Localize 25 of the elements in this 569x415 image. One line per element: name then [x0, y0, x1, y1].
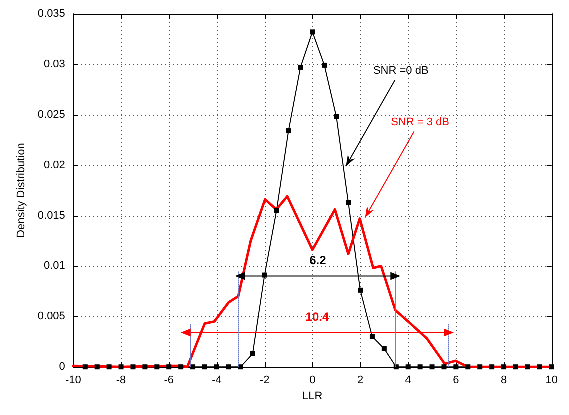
y-tick-label: 0.03: [44, 58, 66, 70]
y-axis-title: Density Distribution: [16, 143, 28, 238]
y-tick-label: 0.01: [44, 260, 66, 272]
annotation: SNR =0 dB: [373, 64, 429, 77]
x-tick-label: -8: [116, 374, 126, 387]
y-tick-label: 0.025: [38, 108, 66, 121]
x-tick-label: 6: [453, 374, 460, 387]
x-tick-label: 8: [500, 374, 508, 387]
y-tick-label: 0.035: [38, 8, 66, 20]
annotation: SNR = 3 dB: [391, 116, 450, 128]
x-tick-label: -4: [212, 374, 222, 387]
x-tick-label: 2: [357, 374, 364, 387]
x-tick-label: -2: [260, 374, 270, 387]
x-tick-label: -6: [164, 374, 174, 387]
y-tick-label: 0: [59, 361, 66, 374]
y-tick-label: 0.015: [38, 210, 66, 222]
x-tick-label: 10: [546, 374, 558, 387]
y-tick-label: 0.005: [38, 310, 66, 323]
x-axis-title: LLR: [302, 390, 323, 402]
x-tick-label: 4: [405, 374, 412, 387]
x-tick-label: -10: [65, 374, 82, 387]
x-tick-label: 0: [310, 374, 316, 387]
series-label: 6.2: [310, 253, 327, 268]
y-tick-label: 0.02: [44, 159, 66, 172]
series-label: 10.4: [306, 310, 330, 324]
